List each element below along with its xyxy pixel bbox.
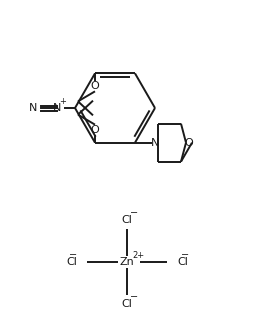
Text: Cl: Cl bbox=[177, 257, 188, 267]
Text: N: N bbox=[53, 103, 61, 113]
Text: Zn: Zn bbox=[120, 257, 134, 267]
Text: N: N bbox=[151, 138, 159, 148]
Text: Cl: Cl bbox=[121, 299, 132, 309]
Text: −: − bbox=[69, 250, 77, 260]
Text: O: O bbox=[91, 125, 99, 134]
Text: O: O bbox=[185, 138, 193, 148]
Text: +: + bbox=[60, 96, 67, 106]
Text: −: − bbox=[130, 292, 138, 302]
Text: Cl: Cl bbox=[66, 257, 77, 267]
Text: Cl: Cl bbox=[121, 215, 132, 225]
Text: 2+: 2+ bbox=[132, 251, 144, 259]
Text: O: O bbox=[91, 81, 99, 92]
Text: −: − bbox=[130, 208, 138, 218]
Text: N: N bbox=[29, 103, 37, 113]
Text: −: − bbox=[181, 250, 189, 260]
